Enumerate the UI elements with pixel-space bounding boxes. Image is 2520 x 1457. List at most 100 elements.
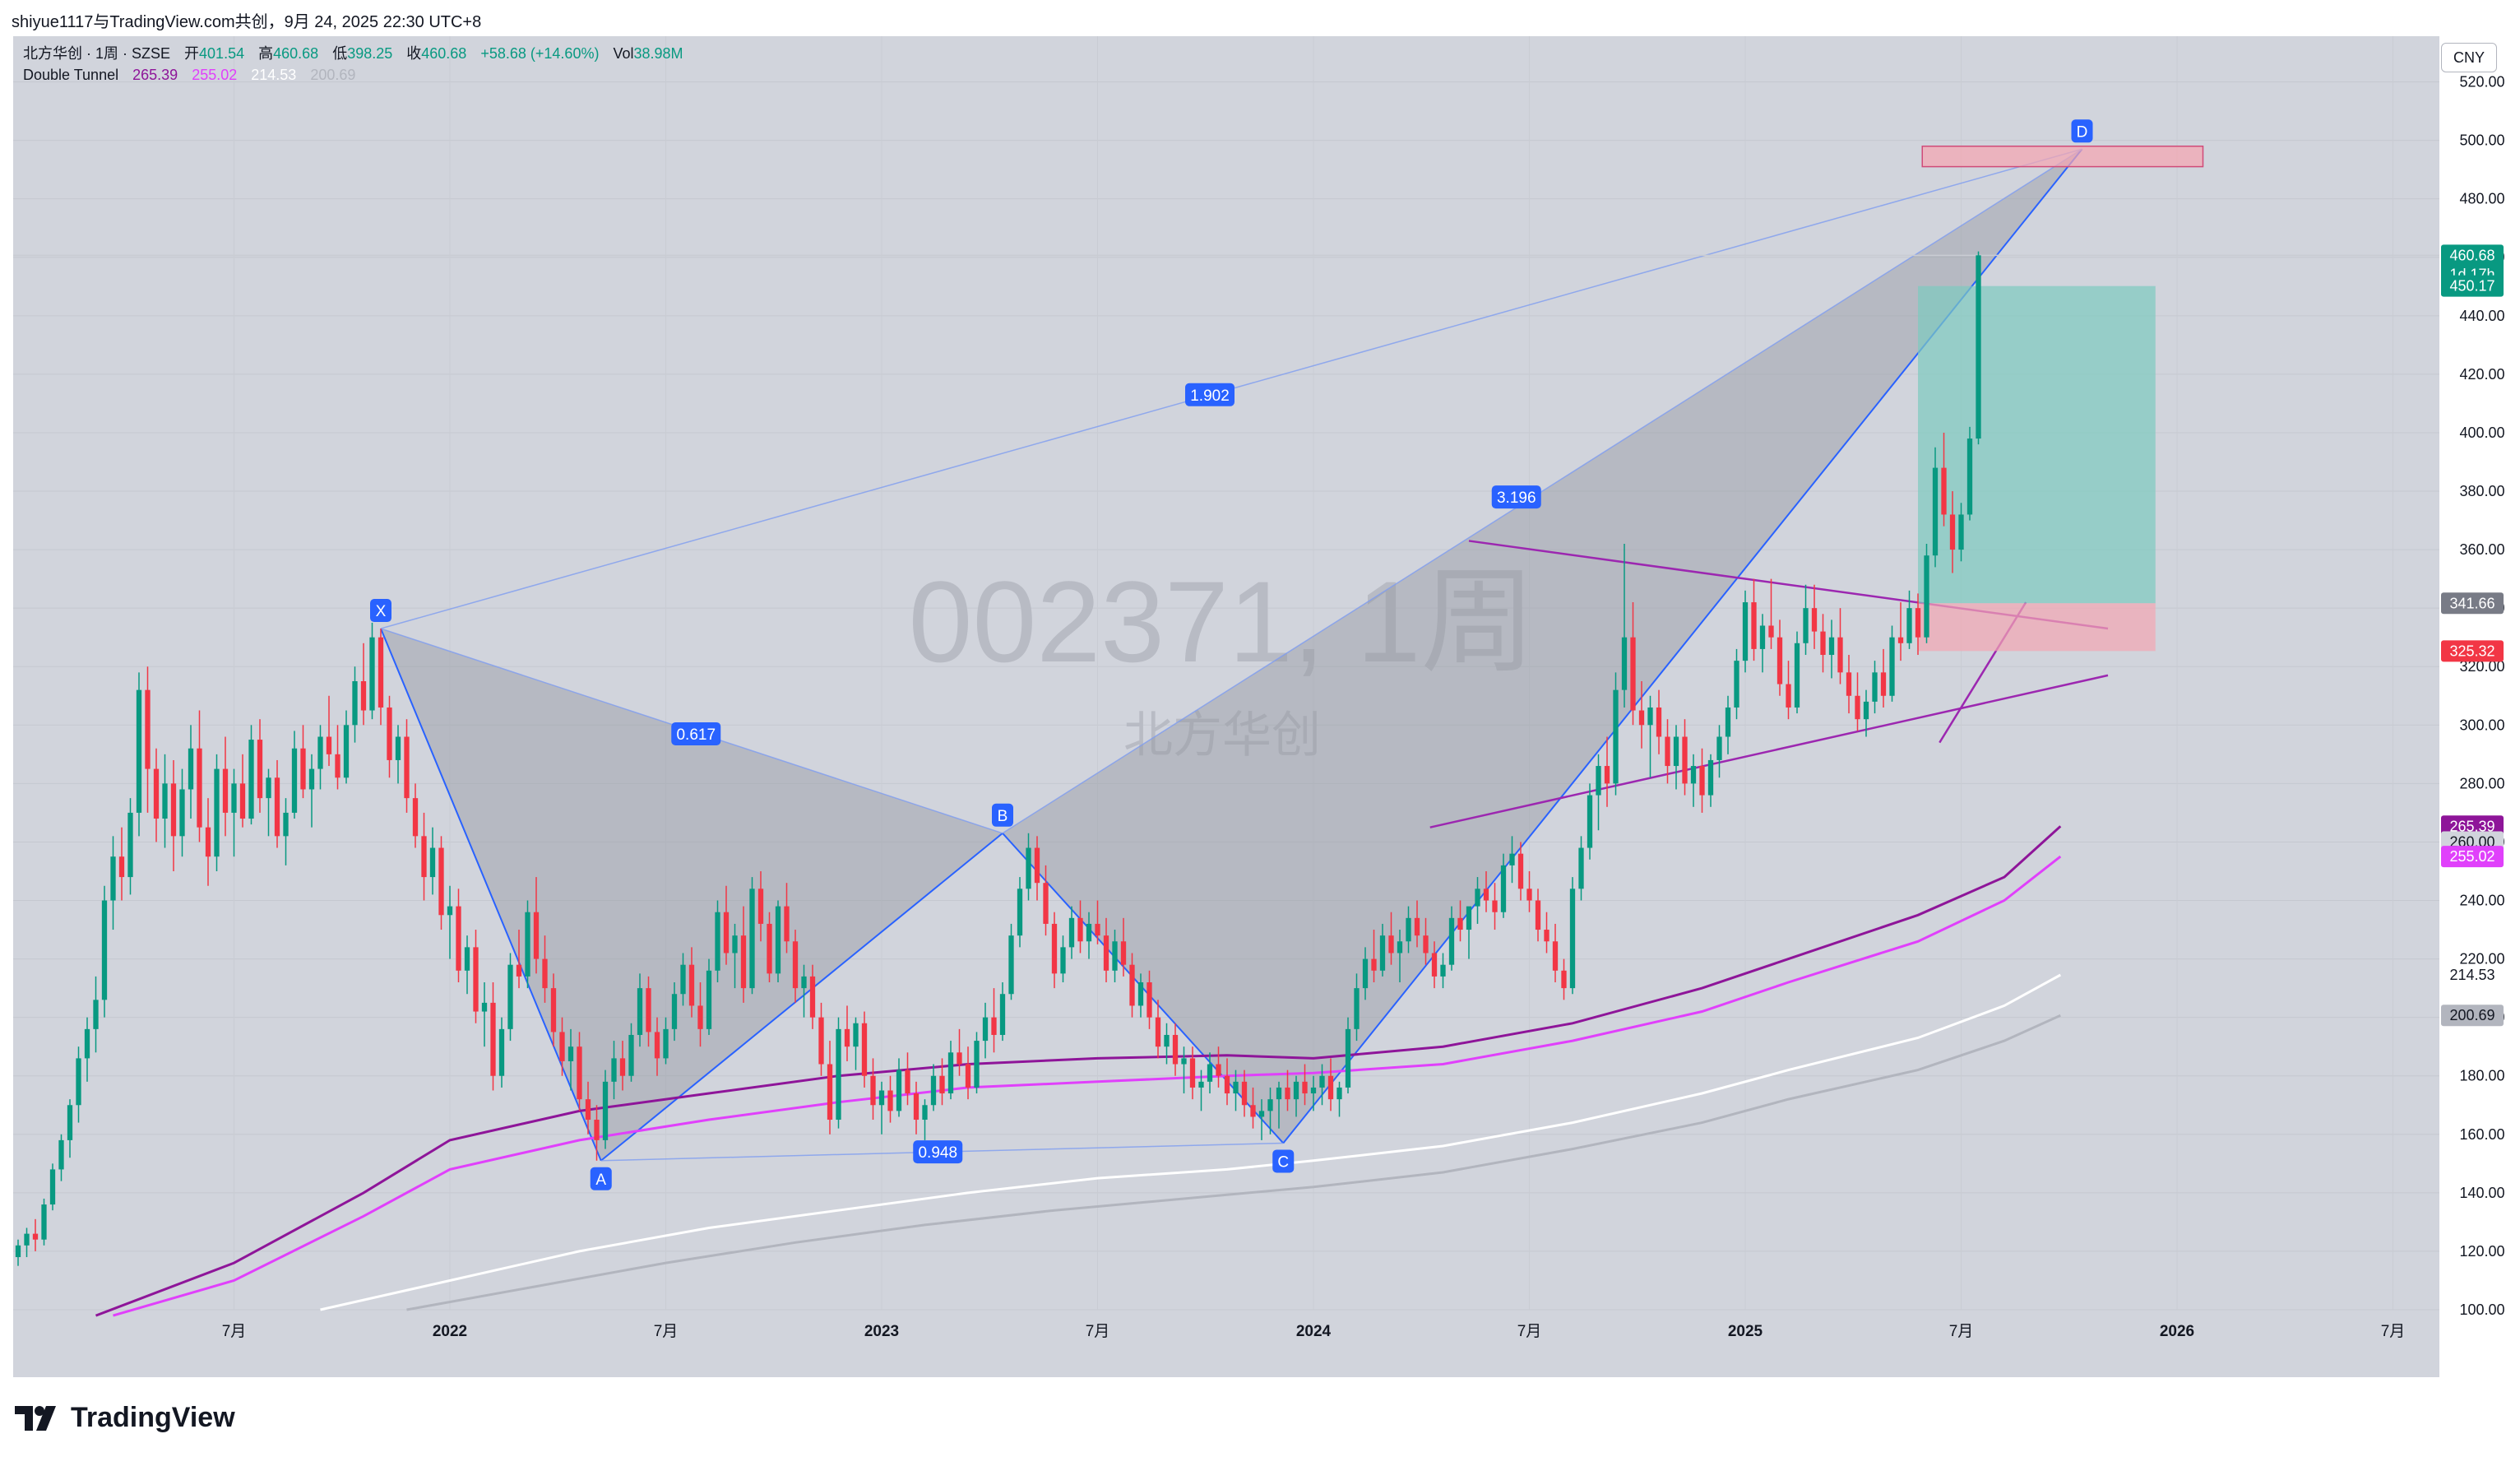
candle-body[interactable] [1777, 637, 1783, 684]
candle-body[interactable] [1492, 900, 1498, 912]
candle-body[interactable] [1155, 1017, 1161, 1047]
candle-body[interactable] [809, 976, 816, 1018]
candle-body[interactable] [732, 935, 738, 954]
candle-body[interactable] [930, 1075, 937, 1106]
tunnel-line-2[interactable] [113, 855, 2062, 1317]
candle-body[interactable] [1794, 643, 1800, 708]
candle-body[interactable] [1310, 1087, 1317, 1094]
candle-body[interactable] [585, 1099, 591, 1121]
candle-body[interactable] [170, 783, 177, 837]
candle-body[interactable] [818, 1017, 824, 1065]
candle-body[interactable] [646, 988, 651, 1032]
candle-body[interactable] [1803, 608, 1809, 643]
candle-body[interactable] [1526, 889, 1532, 901]
indicator-name[interactable]: Double Tunnel [23, 67, 119, 83]
candle-body[interactable] [49, 1169, 56, 1205]
currency-button[interactable]: CNY [2441, 43, 2497, 72]
legend-symbol[interactable]: 北方华创 · 1周 · SZSE [23, 45, 171, 62]
candle-body[interactable] [67, 1105, 73, 1140]
candle-body[interactable] [1716, 736, 1722, 760]
candle-body[interactable] [836, 1028, 841, 1121]
candle-body[interactable] [740, 935, 747, 989]
candle-body[interactable] [447, 906, 453, 916]
candle-body[interactable] [1388, 935, 1394, 954]
candle-body[interactable] [32, 1233, 39, 1240]
candle-body[interactable] [715, 912, 720, 971]
candle-body[interactable] [300, 748, 306, 790]
candle-body[interactable] [1198, 1081, 1204, 1088]
candle-body[interactable] [637, 988, 643, 1035]
candle-body[interactable] [1379, 935, 1386, 971]
candle-body[interactable] [1673, 736, 1679, 767]
candle-body[interactable] [1707, 759, 1714, 796]
candle-body[interactable] [1699, 766, 1705, 796]
candle-body[interactable] [1457, 917, 1463, 930]
tradingview-logo[interactable]: TradingView [15, 1402, 235, 1434]
candle-body[interactable] [1941, 467, 1947, 515]
candle-body[interactable] [594, 1120, 600, 1140]
harmonic-point-C[interactable]: C [1272, 1149, 1295, 1173]
candle-body[interactable] [179, 789, 185, 837]
candle-body[interactable] [1137, 982, 1144, 1006]
candle-body[interactable] [283, 812, 289, 837]
triangle-lower-line[interactable] [1429, 674, 2109, 828]
harmonic-ratio-BD[interactable]: 3.196 [1491, 485, 1541, 509]
candle-body[interactable] [84, 1028, 90, 1059]
candle-body[interactable] [1863, 701, 1869, 720]
candle-body[interactable] [1397, 941, 1403, 954]
harmonic-point-X[interactable]: X [370, 599, 391, 623]
candle-body[interactable] [1656, 707, 1662, 737]
candle-body[interactable] [688, 964, 695, 1006]
candle-body[interactable] [1932, 467, 1939, 556]
candle-body[interactable] [1906, 608, 1912, 643]
candle-body[interactable] [1949, 514, 1956, 550]
candle-body[interactable] [1976, 255, 1981, 439]
candle-body[interactable] [1621, 637, 1628, 690]
candle-body[interactable] [1327, 1075, 1334, 1100]
candle-body[interactable] [1475, 889, 1480, 907]
candle-body[interactable] [1034, 847, 1040, 884]
xab-triangle[interactable] [381, 629, 1003, 1161]
candle-body[interactable] [222, 768, 229, 813]
candle-body[interactable] [1267, 1099, 1273, 1111]
candle-body[interactable] [335, 754, 340, 778]
candle-body[interactable] [559, 1032, 565, 1061]
bcd-triangle[interactable] [1003, 149, 2082, 1144]
candle-body[interactable] [861, 1023, 868, 1076]
candle-body[interactable] [317, 736, 323, 769]
candle-body[interactable] [1086, 923, 1092, 942]
candle-body[interactable] [853, 1023, 859, 1047]
price-scale[interactable] [2439, 36, 2505, 1377]
candle-body[interactable] [1258, 1111, 1265, 1117]
harmonic-leg-AB[interactable] [600, 833, 1003, 1162]
candle-body[interactable] [1742, 602, 1749, 661]
harmonic-ratio-XD[interactable]: 1.902 [1185, 383, 1235, 406]
candle-body[interactable] [577, 1046, 582, 1100]
candle-body[interactable] [24, 1233, 30, 1246]
candle-body[interactable] [801, 976, 807, 989]
candle-body[interactable] [15, 1245, 21, 1258]
candle-body[interactable] [1302, 1081, 1308, 1094]
candle-body[interactable] [395, 736, 401, 760]
candle-body[interactable] [404, 736, 410, 799]
candle-body[interactable] [1008, 935, 1014, 995]
candle-body[interactable] [654, 1032, 660, 1059]
chart-area[interactable]: 100.00120.00140.00160.00180.00200.00220.… [13, 36, 2505, 1377]
candle-body[interactable] [1216, 1064, 1221, 1076]
candle-body[interactable] [1241, 1081, 1248, 1106]
candle-body[interactable] [567, 1046, 574, 1061]
candle-body[interactable] [878, 1090, 885, 1106]
candle-body[interactable] [1500, 865, 1507, 912]
candle-body[interactable] [1855, 695, 1860, 720]
candle-body[interactable] [1604, 766, 1610, 784]
candle-body[interactable] [516, 964, 522, 977]
candle-body[interactable] [999, 994, 1006, 1035]
tunnel-line-3[interactable] [320, 973, 2062, 1311]
harmonic-point-A[interactable]: A [590, 1167, 612, 1190]
candle-body[interactable] [1889, 637, 1895, 696]
candle-body[interactable] [188, 748, 194, 790]
candle-body[interactable] [1630, 637, 1636, 711]
candle-body[interactable] [93, 1000, 99, 1029]
candle-body[interactable] [266, 777, 271, 799]
candle-body[interactable] [922, 1105, 928, 1121]
